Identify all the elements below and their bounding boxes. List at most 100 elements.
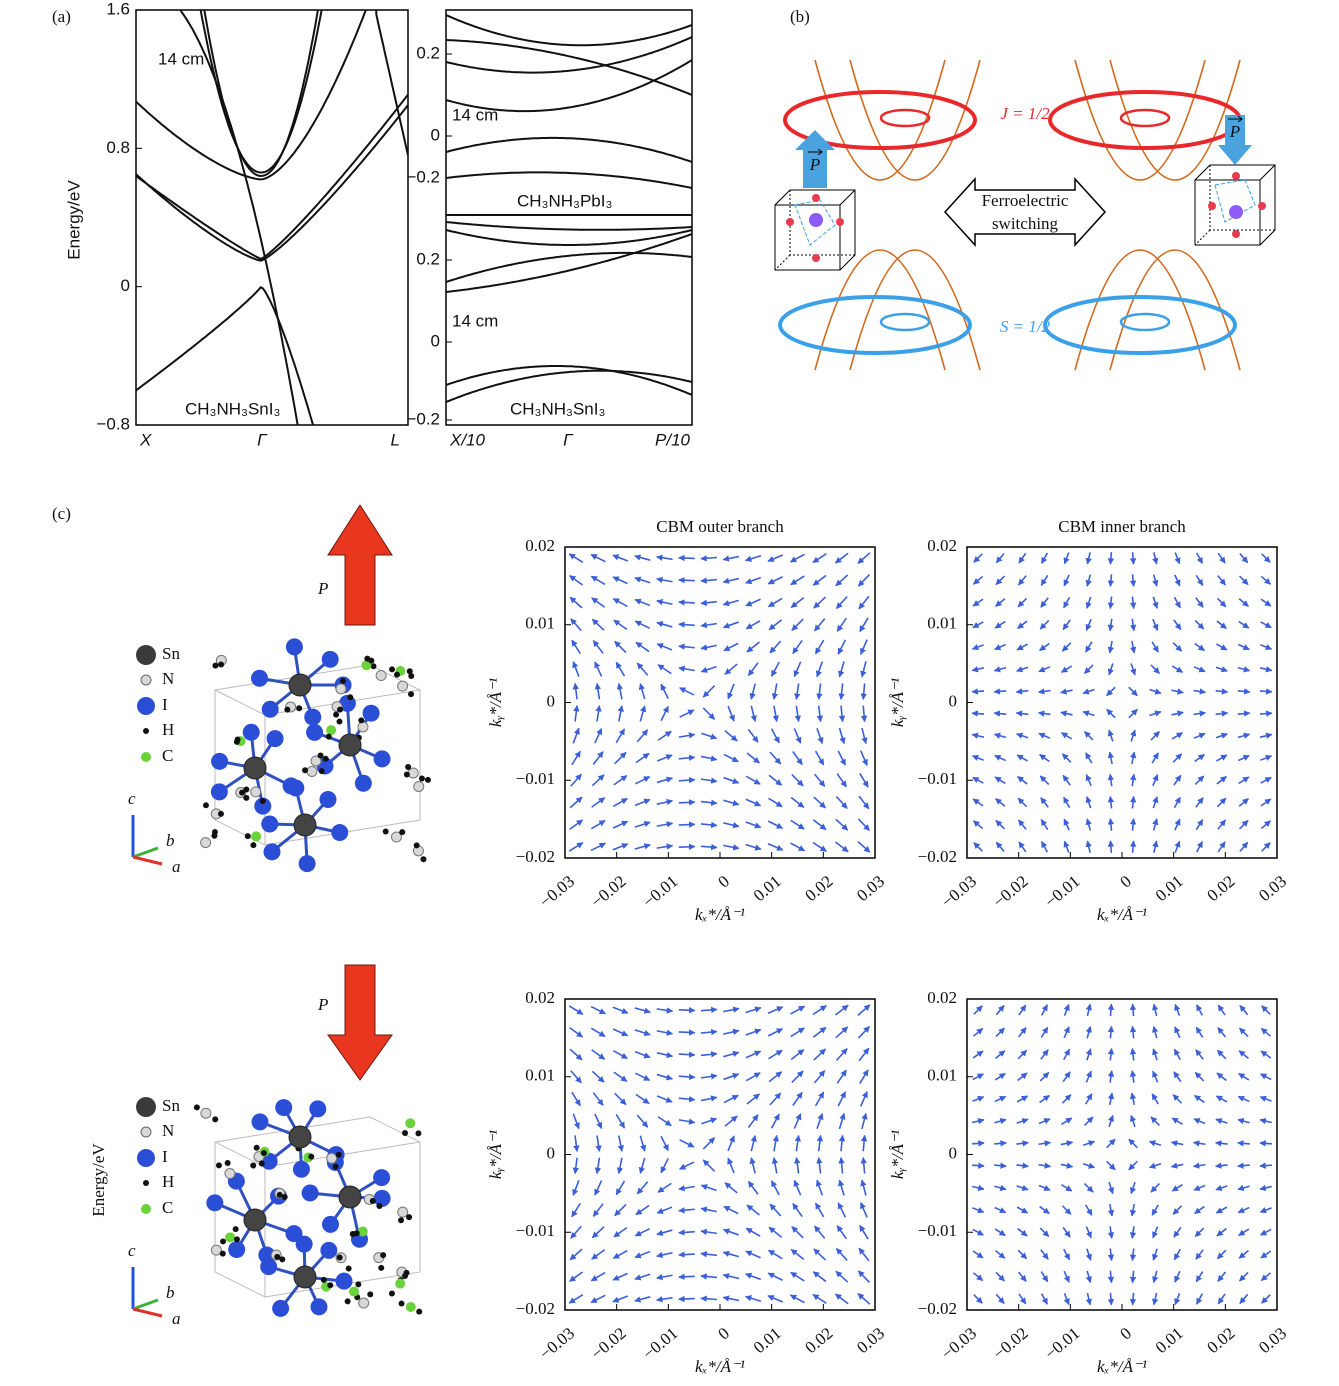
vector-arrow: [1129, 773, 1137, 787]
vector-arrow: [994, 1162, 1007, 1169]
vector-arrow: [745, 1072, 761, 1082]
vector-arrow: [770, 728, 780, 744]
vector-arrow: [1107, 840, 1115, 853]
vector-arrow: [656, 1296, 673, 1303]
vector-arrow: [1215, 732, 1228, 739]
y-tick-label: 0: [949, 1143, 958, 1162]
vector-arrow: [723, 642, 739, 652]
vector-arrow: [702, 1137, 716, 1150]
vector-arrow: [700, 599, 717, 606]
vector-arrow: [994, 776, 1006, 785]
atom: [239, 789, 246, 796]
vector-arrow: [1217, 1004, 1226, 1016]
vector-arrow: [569, 1271, 584, 1283]
polarization-label: P: [809, 155, 820, 174]
vector-arrow: [1107, 552, 1115, 565]
vector-arrow: [1149, 710, 1162, 717]
vector-arrow: [678, 1185, 695, 1192]
atom: [361, 660, 372, 671]
atom: [295, 1235, 313, 1253]
panel-label: (a): [52, 7, 71, 26]
vector-arrow: [1107, 1092, 1115, 1106]
vector-arrow: [814, 1091, 825, 1107]
y-tick-label: −0.02: [516, 847, 555, 866]
vector-arrow: [592, 640, 604, 654]
vector-arrow: [1195, 1271, 1204, 1283]
vector-arrow: [794, 683, 801, 700]
atom: [243, 786, 250, 793]
vector-arrow: [1016, 1118, 1029, 1125]
atom: [333, 711, 340, 718]
x-tick-label: −0.01: [639, 872, 681, 912]
vector-arrow: [613, 1071, 628, 1083]
vector-arrow: [1085, 840, 1092, 853]
vector-arrow: [1106, 1160, 1116, 1171]
vector-arrow: [972, 1050, 984, 1059]
vector-arrow: [1149, 688, 1162, 695]
atom: [233, 1236, 240, 1243]
vector-arrow: [1216, 1049, 1227, 1060]
vector-arrow: [678, 643, 695, 650]
vector-arrow: [591, 1249, 606, 1260]
vector-arrow: [1217, 575, 1227, 586]
side-label: Energy/eV: [89, 1143, 108, 1217]
vector-arrow: [1239, 553, 1249, 564]
vector-arrow: [594, 1113, 603, 1130]
vector-arrow: [1238, 1027, 1249, 1038]
vector-arrow: [1174, 1293, 1181, 1306]
legend-label: Sn: [162, 1096, 180, 1115]
vector-arrow: [1237, 710, 1251, 717]
x-tick-label: Γ: [257, 430, 268, 449]
vector-arrow: [723, 1072, 740, 1081]
vector-arrow: [727, 683, 735, 700]
vector-arrow: [993, 732, 1007, 739]
atom: [405, 763, 412, 770]
legend-label: N: [162, 1121, 174, 1140]
atom: [220, 1238, 227, 1245]
atom: [370, 663, 377, 670]
atom: [336, 718, 343, 725]
vector-arrow: [634, 1296, 651, 1303]
y-axis-label: Energy/eV: [64, 180, 83, 260]
atom: [251, 831, 262, 842]
atom: [369, 1197, 376, 1204]
vector-arrow: [657, 664, 672, 675]
vector-arrow: [639, 705, 647, 722]
vector-arrow: [1085, 552, 1092, 565]
vector-arrow: [1151, 1204, 1159, 1216]
vector-arrow: [972, 1027, 984, 1037]
vector-arrow: [634, 1072, 651, 1082]
vector-arrow: [1039, 1071, 1050, 1082]
vector-arrow: [1237, 754, 1250, 762]
vector-arrow: [678, 665, 695, 672]
vector-arrow: [614, 640, 627, 654]
vector-arrow: [701, 1117, 718, 1125]
y-tick-label: 0.2: [416, 43, 440, 62]
vector-arrow: [1040, 1049, 1049, 1060]
vector-arrow: [1237, 1184, 1250, 1191]
vector-arrow: [613, 1226, 628, 1238]
vector-arrow: [1106, 708, 1116, 719]
vector-arrow: [727, 1135, 735, 1152]
atom: [211, 832, 218, 839]
x-tick-label: −0.01: [639, 1324, 681, 1364]
vector-arrow: [572, 682, 579, 700]
vector-arrow: [571, 1091, 581, 1107]
vector-arrow: [790, 842, 806, 852]
atom: [397, 680, 409, 692]
atom: [335, 1151, 342, 1158]
vector-arrow: [1152, 1226, 1159, 1239]
vector-arrow: [702, 707, 716, 720]
panel-label: (c): [52, 504, 71, 523]
atom: [420, 856, 427, 863]
vector-arrow: [813, 1070, 826, 1084]
vector-arrow: [1062, 619, 1071, 631]
vector-arrow: [767, 820, 784, 829]
y-tick-label: 0.02: [927, 988, 957, 1007]
vector-arrow: [993, 688, 1007, 695]
unit-cell: [774, 164, 1276, 271]
vector-arrow: [1107, 729, 1114, 742]
vector-arrow: [678, 1251, 695, 1258]
vector-arrow: [1238, 819, 1249, 830]
x-tick-label: −0.02: [587, 1324, 629, 1364]
